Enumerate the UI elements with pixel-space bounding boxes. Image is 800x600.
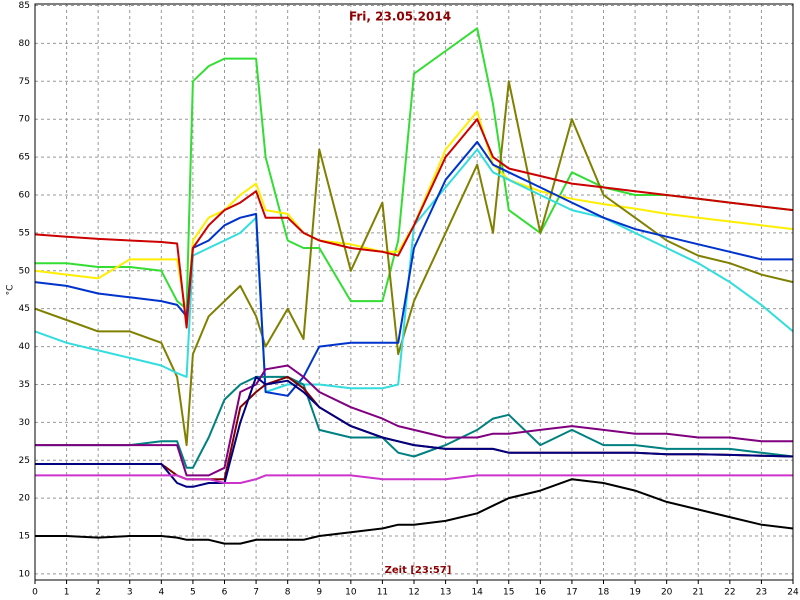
x-tick-label: 2 [95,588,101,598]
x-tick-label: 24 [787,588,799,598]
x-tick-label: 8 [285,588,291,598]
y-tick-label: 40 [19,342,31,352]
y-tick-label: 45 [19,304,30,314]
x-tick-label: 20 [661,588,673,598]
x-tick-label: 1 [64,588,70,598]
y-tick-label: 75 [19,77,30,87]
chart-title: Fri, 23.05.2014 [349,10,451,24]
x-tick-label: 7 [253,588,259,598]
y-tick-label: 80 [19,39,31,49]
y-axis-label: °C [6,285,16,296]
series-line [34,118,794,329]
x-tick-label: 22 [724,588,735,598]
y-tick-label: 20 [19,494,31,504]
x-tick-label: 17 [566,588,577,598]
x-tick-label: 21 [693,588,704,598]
y-tick-label: 30 [19,418,31,428]
y-tick-label: 65 [19,153,30,163]
x-tick-label: 11 [377,588,388,598]
y-tick-label: 85 [19,1,30,11]
y-tick-label: 15 [19,532,30,542]
x-tick-label: 16 [535,588,547,598]
x-tick-label: 6 [222,588,228,598]
x-tick-label: 18 [598,588,610,598]
x-tick-label: 10 [345,588,357,598]
series-line [35,375,794,488]
y-tick-label: 35 [19,380,30,390]
x-tick-label: 12 [408,588,419,598]
series-line [35,474,793,484]
x-tick-label: 14 [471,588,483,598]
series-line [34,80,794,447]
y-tick-label: 25 [19,456,30,466]
series-line [34,140,793,397]
series-line [35,364,793,477]
y-tick-label: 60 [19,190,31,200]
y-tick-label: 10 [19,569,31,579]
y-tick-label: 55 [19,228,30,238]
series-line [35,478,794,545]
x-tick-label: 15 [503,588,514,598]
x-tick-label: 19 [629,588,641,598]
lines [34,27,794,545]
x-tick-label: 0 [32,588,38,598]
x-tick-label: 5 [190,588,196,598]
y-tick-label: 50 [19,266,31,276]
x-tick-label: 13 [440,588,451,598]
x-axis-label: Zeit [23:57] [385,565,452,576]
x-tick-label: 9 [316,588,322,598]
series-line [35,27,794,310]
x-tick-label: 23 [756,588,767,598]
y-tick-label: 70 [19,115,31,125]
series-line [34,148,794,393]
series-line [35,375,794,469]
x-tick-label: 3 [127,588,133,598]
x-tick-label: 4 [158,588,164,598]
